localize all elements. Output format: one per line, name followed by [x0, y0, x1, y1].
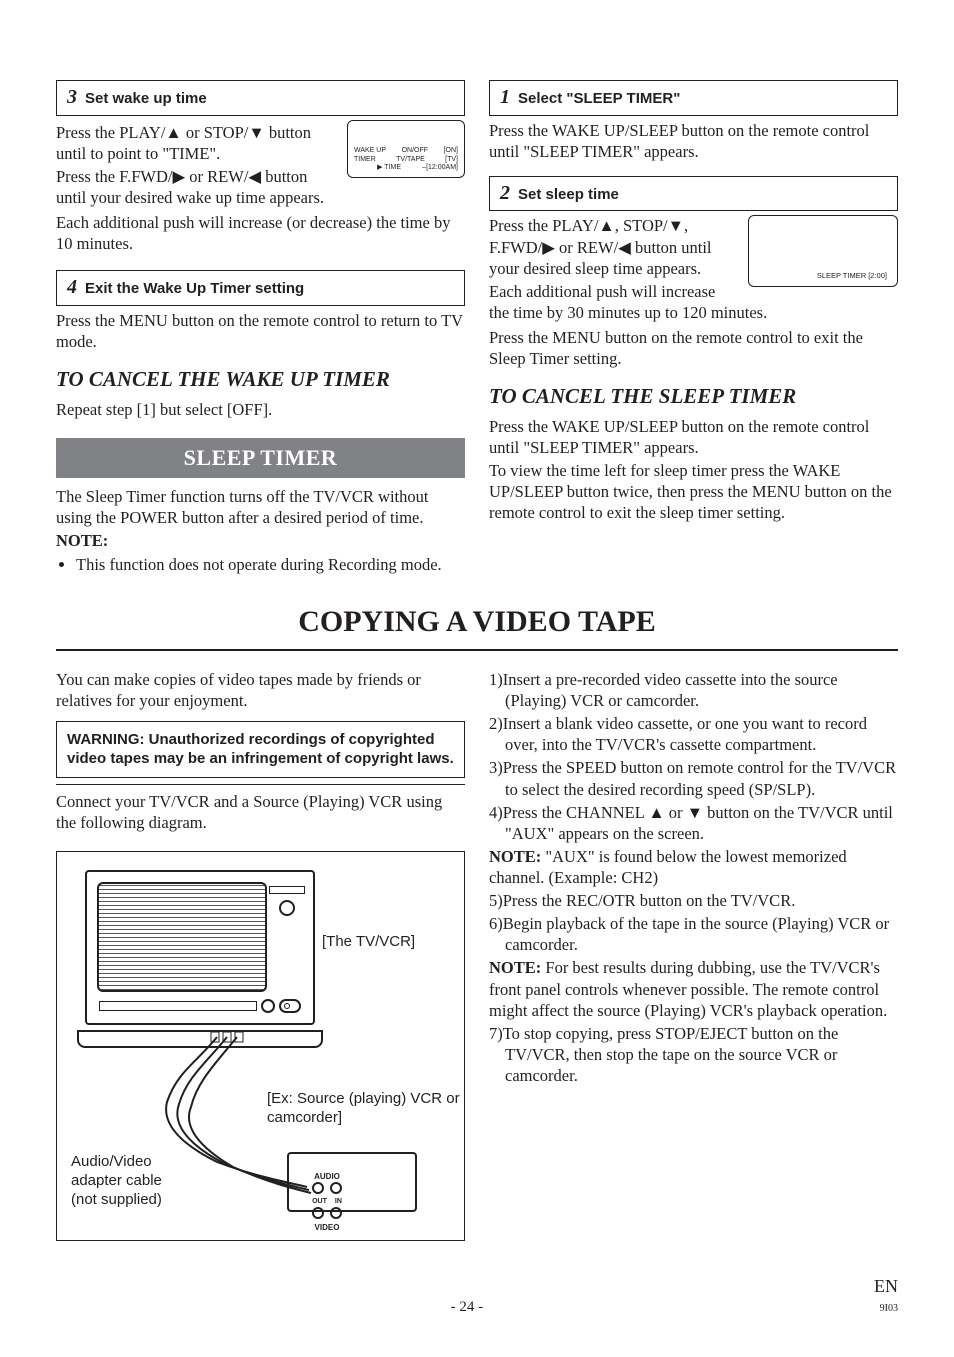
sleep-step2-num: 2	[500, 181, 510, 207]
out-label: OUT	[312, 1198, 327, 1207]
sleep-osd-text: SLEEP TIMER [2:00]	[817, 271, 891, 282]
copy-s5: 5)Press the REC/OTR button on the TV/VCR…	[489, 890, 898, 911]
sleep-note-label: NOTE:	[56, 530, 465, 551]
copy-s7: 7)To stop copying, press STOP/EJECT butt…	[489, 1023, 898, 1086]
wake-step3-title: Set wake up time	[85, 89, 207, 108]
sleep-step2-head: 2 Set sleep time	[489, 176, 898, 212]
sleep-note-item: This function does not operate during Re…	[76, 554, 465, 575]
src-label-text: [Ex: Source (playing) VCR or camcorder]	[267, 1090, 460, 1126]
wake-step3-p3: Each additional push will increase (or d…	[56, 212, 465, 254]
copy-columns: You can make copies of video tapes made …	[56, 667, 898, 1241]
copy-thin-rule	[56, 784, 465, 785]
sleep-step1-p1: Press the WAKE UP/SLEEP button on the re…	[489, 120, 898, 162]
osd-blank	[354, 164, 356, 172]
page-lang: EN	[874, 1276, 898, 1296]
osd-l1c: [ON]	[444, 147, 458, 155]
wake-step3-num: 3	[67, 85, 77, 111]
copy-s6-note-label: NOTE:	[489, 958, 541, 977]
wake-step4-p1: Press the MENU button on the remote cont…	[56, 310, 465, 352]
copy-s6: 6)Begin playback of the tape in the sour…	[489, 913, 898, 955]
video-label: VIDEO	[309, 1223, 345, 1233]
sleep-intro: The Sleep Timer function turns off the T…	[56, 486, 465, 528]
page-footer: - 24 - EN 9I03	[56, 1275, 898, 1317]
osd-l1b: ON/OFF	[402, 147, 428, 155]
in-label: IN	[335, 1198, 342, 1207]
source-box	[287, 1152, 417, 1212]
wake-step3-text: Press the PLAY/▲ or STOP/▼ button until …	[56, 120, 337, 210]
wake-step4-title: Exit the Wake Up Timer setting	[85, 279, 304, 298]
copy-s2: 2)Insert a blank video cassette, or one …	[489, 713, 898, 755]
copy-left: You can make copies of video tapes made …	[56, 667, 465, 1241]
sleep-step1-num: 1	[500, 85, 510, 111]
connection-diagram: [The TV/VCR] [Ex: Source (playing) VCR o…	[56, 851, 465, 1241]
sleep-step2-title: Set sleep time	[518, 185, 619, 204]
footer-right: EN 9I03	[874, 1275, 898, 1317]
wake-step4-head: 4 Exit the Wake Up Timer setting	[56, 270, 465, 306]
tv-label: [The TV/VCR]	[322, 932, 415, 951]
footer-spacer	[56, 1298, 60, 1317]
copy-intro: You can make copies of video tapes made …	[56, 669, 465, 711]
page-code: 9I03	[880, 1303, 898, 1314]
src-label: [Ex: Source (playing) VCR or camcorder]	[267, 1090, 464, 1128]
wake-step4-num: 4	[67, 275, 77, 301]
sleep-note-list: This function does not operate during Re…	[56, 554, 465, 575]
osd-l2c: [TV]	[445, 156, 458, 164]
wake-step3-p2: Press the F.FWD/▶ or REW/◀ button until …	[56, 166, 337, 208]
copy-s6-note: NOTE: For best results during dubbing, u…	[489, 957, 898, 1020]
wake-cancel-body: Repeat step [1] but select [OFF].	[56, 399, 465, 420]
osd-l1a: WAKE UP	[354, 147, 386, 155]
wake-cancel-head: TO CANCEL THE WAKE UP TIMER	[56, 366, 465, 393]
sleep-cancel-head: TO CANCEL THE SLEEP TIMER	[489, 383, 898, 410]
sleep-cancel-p2: To view the time left for sleep timer pr…	[489, 460, 898, 523]
copy-connect: Connect your TV/VCR and a Source (Playin…	[56, 791, 465, 833]
copy-s3: 3)Press the SPEED button on remote contr…	[489, 757, 898, 799]
osd-l2b: TV/TAPE	[396, 156, 425, 164]
audio-label: AUDIO	[309, 1172, 345, 1182]
sleep-osd: SLEEP TIMER [2:00]	[748, 215, 898, 287]
copy-s4-note-label: NOTE:	[489, 847, 541, 866]
copy-s4: 4)Press the CHANNEL ▲ or ▼ button on the…	[489, 802, 898, 844]
sleep-step2-p2: Each additional push will increase the t…	[489, 281, 898, 323]
right-column: 1 Select "SLEEP TIMER" Press the WAKE UP…	[489, 70, 898, 575]
top-columns: 3 Set wake up time Press the PLAY/▲ or S…	[56, 70, 898, 575]
wake-step3-p1: Press the PLAY/▲ or STOP/▼ button until …	[56, 122, 337, 164]
jack-row: AUDIO OUT IN VIDEO	[309, 1172, 345, 1233]
sleep-step1-head: 1 Select "SLEEP TIMER"	[489, 80, 898, 116]
tv-screen	[97, 882, 267, 992]
sleep-step1-title: Select "SLEEP TIMER"	[518, 89, 680, 108]
osd-l3b: ▶ TIME	[377, 164, 401, 172]
wake-step3-row: Press the PLAY/▲ or STOP/▼ button until …	[56, 120, 465, 210]
copy-s6-note-text: For best results during dubbing, use the…	[489, 958, 887, 1019]
sleep-band: SLEEP TIMER	[56, 438, 465, 478]
cable-label: Audio/Video adapter cable (not supplied)	[71, 1152, 162, 1210]
copy-s1: 1)Insert a pre-recorded video cassette i…	[489, 669, 898, 711]
copy-title: COPYING A VIDEO TAPE	[56, 603, 898, 641]
wake-step3-head: 3 Set wake up time	[56, 80, 465, 116]
copy-rule	[56, 649, 898, 651]
osd-l2a: TIMER	[354, 156, 376, 164]
sleep-cancel-p1: Press the WAKE UP/SLEEP button on the re…	[489, 416, 898, 458]
left-column: 3 Set wake up time Press the PLAY/▲ or S…	[56, 70, 465, 575]
osd-l3c: –[12:00AM]	[422, 164, 458, 172]
copy-right: 1)Insert a pre-recorded video cassette i…	[489, 667, 898, 1241]
tv-shape	[85, 870, 315, 1025]
copy-s4-note: NOTE: "AUX" is found below the lowest me…	[489, 846, 898, 888]
page-number: - 24 -	[451, 1298, 484, 1317]
copy-s4-note-text: "AUX" is found below the lowest memorize…	[489, 847, 847, 887]
wake-osd: WAKE UP ON/OFF [ON] TIMER TV/TAPE [TV] ▶…	[347, 120, 465, 178]
copy-warning: WARNING: Unauthorized recordings of copy…	[56, 721, 465, 777]
sleep-step2-p3: Press the MENU button on the remote cont…	[489, 327, 898, 369]
